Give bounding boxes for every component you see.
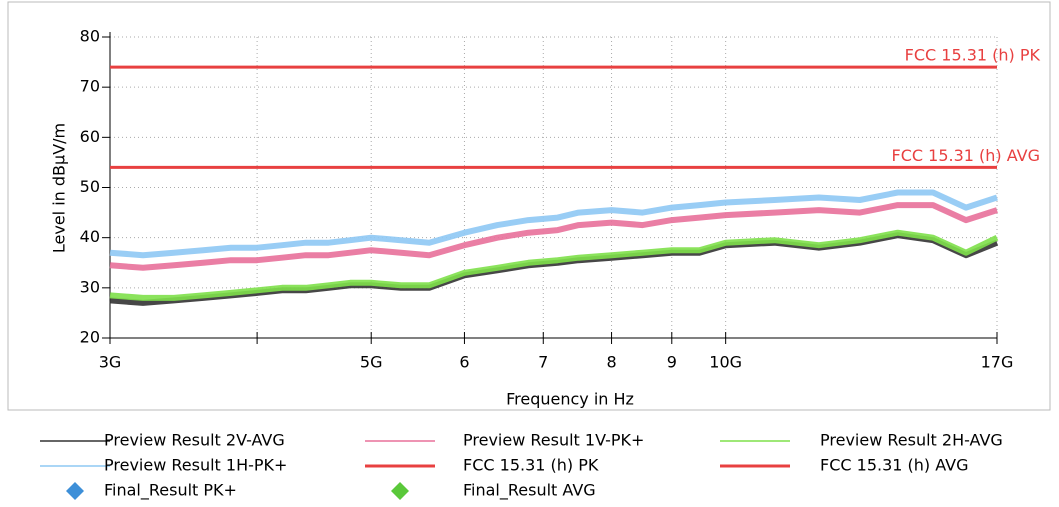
x-tick-label: 3G xyxy=(99,353,122,372)
y-axis-label: Level in dBµV/m xyxy=(50,123,69,253)
legend-label: Preview Result 1H-PK+ xyxy=(104,456,287,475)
legend-marker xyxy=(391,482,409,500)
chart-frame xyxy=(7,1,1051,411)
y-tick-label: 50 xyxy=(80,177,100,196)
y-tick-label: 30 xyxy=(80,277,100,296)
y-tick-label: 40 xyxy=(80,227,100,246)
legend-marker xyxy=(66,482,84,500)
x-tick-label: 6 xyxy=(459,353,469,372)
limit-label: FCC 15.31 (h) AVG xyxy=(892,146,1041,165)
limit-label: FCC 15.31 (h) PK xyxy=(905,46,1041,65)
series-line xyxy=(109,229,999,301)
x-tick-label: 8 xyxy=(606,353,616,372)
x-axis-label: Frequency in Hz xyxy=(506,390,634,409)
legend-label: Preview Result 1V-PK+ xyxy=(463,431,644,450)
y-tick-label: 80 xyxy=(80,27,100,46)
series-line xyxy=(109,202,998,271)
x-tick-label: 17G xyxy=(981,353,1014,372)
legend-label: Preview Result 2H-AVG xyxy=(820,431,1003,450)
y-tick-label: 20 xyxy=(80,328,100,347)
x-tick-label: 9 xyxy=(667,353,677,372)
legend-label: Final_Result AVG xyxy=(463,481,596,501)
x-tick-label: 10G xyxy=(709,353,742,372)
y-tick-label: 70 xyxy=(80,77,100,96)
legend-label: FCC 15.31 (h) AVG xyxy=(820,456,969,475)
legend-label: Final_Result PK+ xyxy=(104,481,237,501)
x-tick-label: 7 xyxy=(538,353,548,372)
x-tick-label: 5G xyxy=(360,353,383,372)
legend-label: FCC 15.31 (h) PK xyxy=(463,456,599,475)
series-line xyxy=(109,189,998,259)
y-tick-label: 60 xyxy=(80,127,100,146)
legend-label: Preview Result 2V-AVG xyxy=(104,431,285,450)
